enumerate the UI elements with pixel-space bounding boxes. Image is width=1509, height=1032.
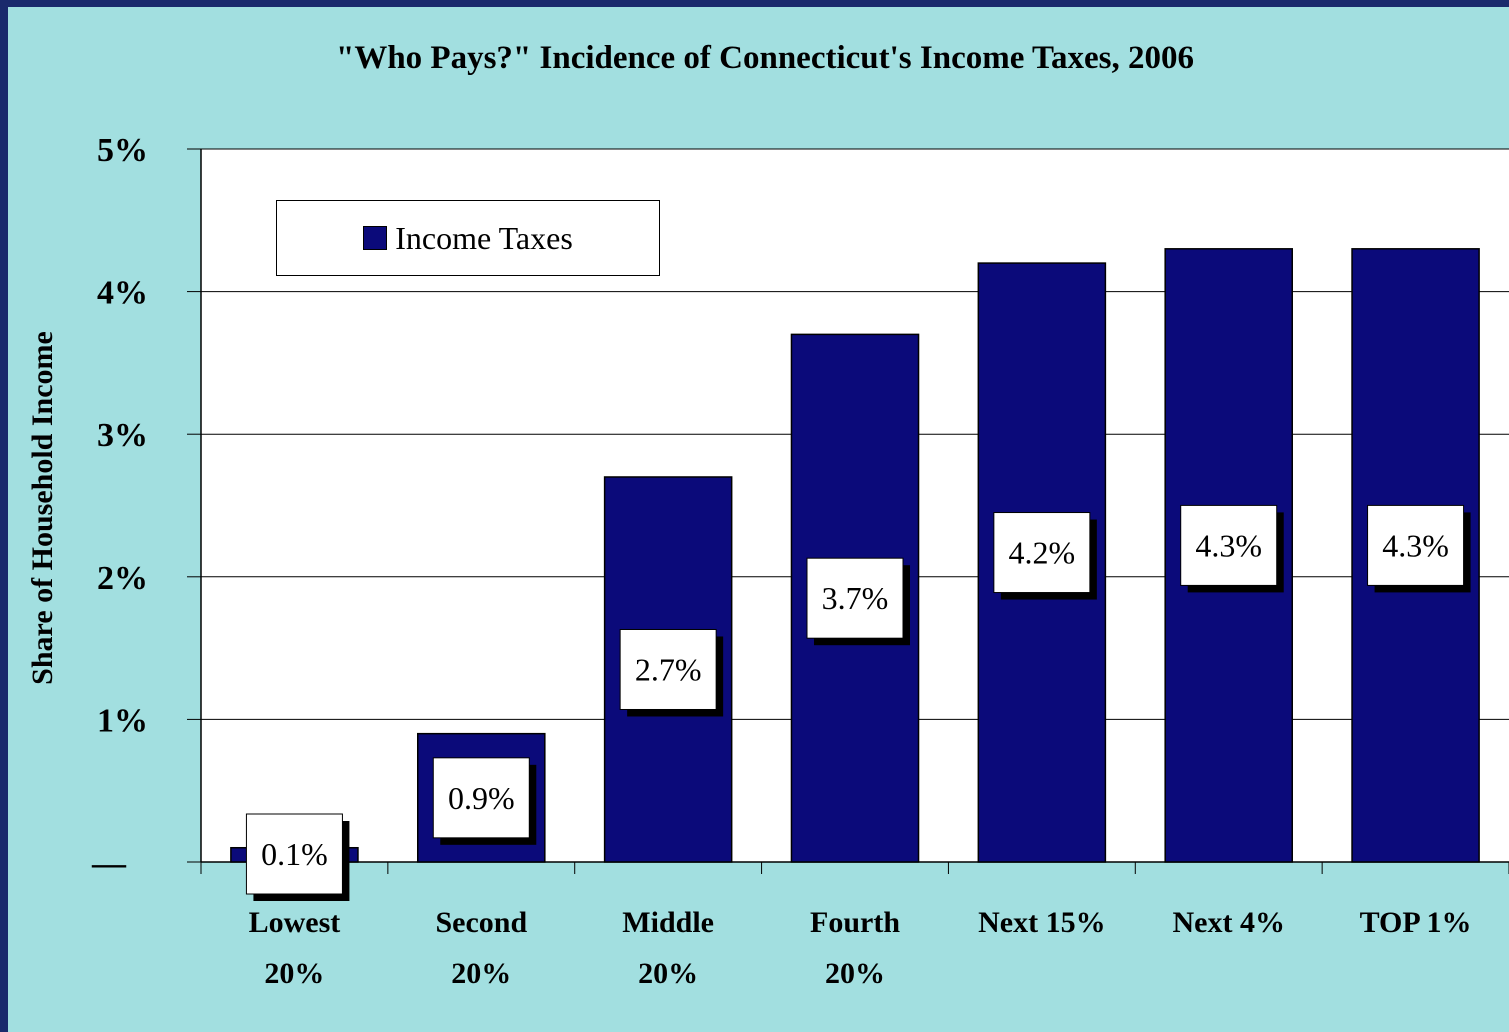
data-label-box xyxy=(619,628,717,710)
chart-title: "Who Pays?" Incidence of Connecticut's I… xyxy=(336,40,1194,76)
x-tick-label: 20% xyxy=(264,957,324,990)
y-tick-label: 4% xyxy=(97,275,148,312)
x-tick-label: 20% xyxy=(825,957,885,990)
y-tick-label: 2% xyxy=(97,560,148,597)
y-tick-label: 5% xyxy=(97,132,148,169)
data-label: 4.2% xyxy=(1009,535,1076,571)
y-tick-label: 1% xyxy=(97,702,148,739)
data-label: 4.3% xyxy=(1382,527,1449,563)
y-tick-label: 3% xyxy=(97,417,148,454)
x-tick-label: Fourth xyxy=(810,906,900,939)
data-label: 0.9% xyxy=(448,780,515,816)
x-tick-label: Next 15% xyxy=(978,906,1105,939)
data-label-box xyxy=(993,512,1091,594)
x-tick-label: Next 4% xyxy=(1172,906,1284,939)
x-tick-label: Second xyxy=(435,906,527,939)
x-tick-label: Lowest xyxy=(249,906,341,939)
data-label: 3.7% xyxy=(822,580,889,616)
data-label-box xyxy=(806,557,904,639)
data-label: 4.3% xyxy=(1195,527,1262,563)
x-tick-label: Middle xyxy=(622,906,714,939)
data-label-box xyxy=(1180,504,1278,586)
data-label-box xyxy=(245,813,343,895)
data-label: 2.7% xyxy=(635,651,702,687)
x-tick-label: TOP 1% xyxy=(1360,906,1472,939)
data-label-box xyxy=(1367,504,1465,586)
data-label: 0.1% xyxy=(261,836,328,872)
x-tick-label: 20% xyxy=(451,957,511,990)
x-tick-label: 20% xyxy=(638,957,698,990)
legend: Income Taxes xyxy=(276,200,660,276)
legend-label: Income Taxes xyxy=(395,219,573,256)
data-label-box xyxy=(432,757,530,839)
legend-swatch xyxy=(363,226,388,250)
y-tick-label: — xyxy=(91,845,127,882)
